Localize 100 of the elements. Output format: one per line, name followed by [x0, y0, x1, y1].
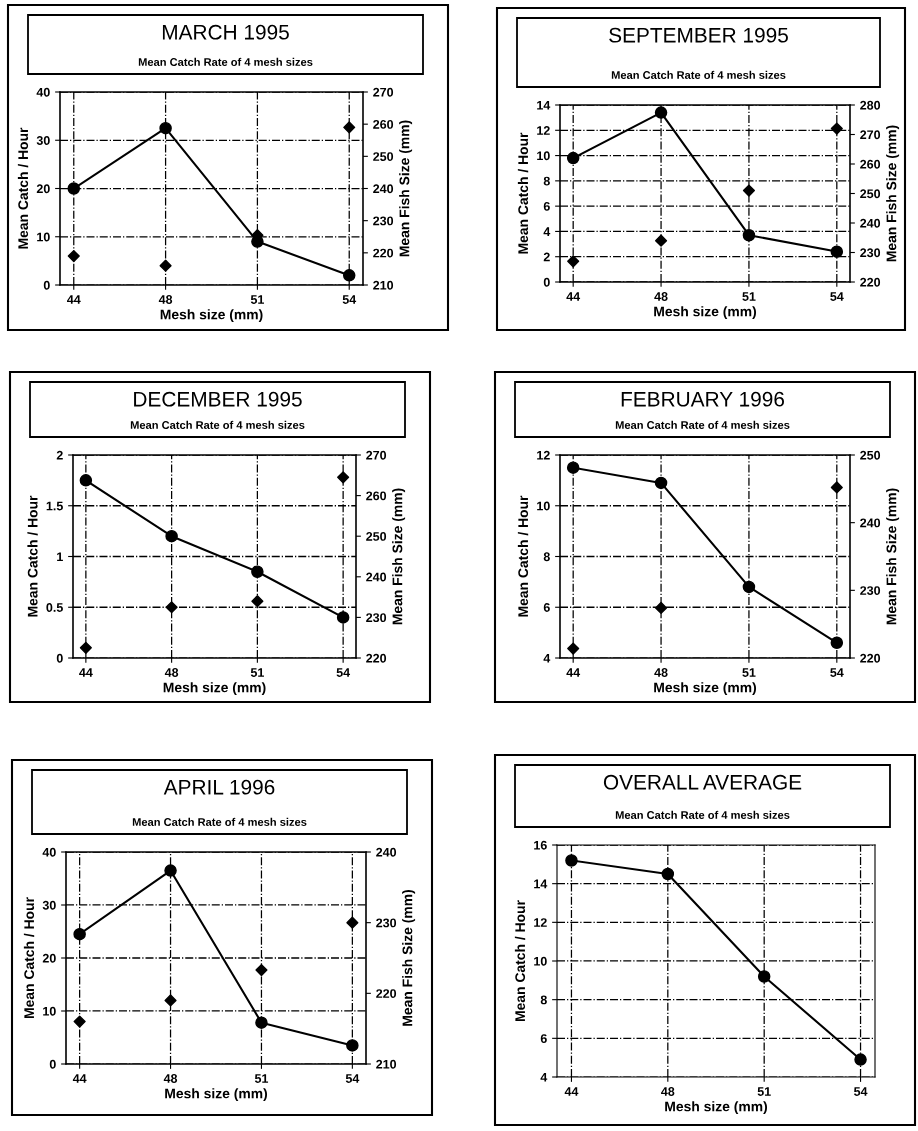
point — [73, 1015, 86, 1028]
y2-tick-label: 230 — [860, 248, 881, 258]
y-tick-label: 8 — [543, 552, 550, 562]
y2-tick-label: 230 — [366, 613, 387, 623]
chart-subtitle: Mean Catch Rate of 4 mesh sizes — [132, 817, 307, 826]
point — [79, 641, 92, 654]
point — [67, 249, 80, 263]
point — [346, 916, 359, 929]
y2-tick-label: 220 — [366, 653, 387, 663]
x-tick-label: 48 — [158, 295, 173, 304]
y2-tick-label: 250 — [860, 450, 881, 460]
y-tick-label: 12 — [534, 918, 547, 927]
point — [255, 963, 268, 977]
point — [654, 601, 668, 615]
x-tick-label: 44 — [564, 1087, 579, 1096]
y2-tick-label: 270 — [860, 130, 881, 140]
point — [159, 121, 172, 135]
point — [165, 601, 178, 614]
y-tick-label: 4 — [543, 653, 551, 663]
y-tick-label: 40 — [42, 847, 56, 857]
y2-tick-label: 220 — [860, 653, 881, 663]
y-axis-title: Mean Catch / Hour — [517, 495, 529, 617]
y-axis-title: Mean Catch / Hour — [514, 900, 526, 1022]
y-tick-label: 16 — [534, 840, 547, 850]
point — [251, 565, 264, 578]
point — [566, 461, 580, 474]
chart-title: APRIL 1996 — [163, 779, 275, 795]
x-tick-label: 54 — [336, 668, 351, 677]
y-tick-label: 14 — [537, 100, 551, 110]
x-tick-label: 51 — [742, 668, 756, 677]
point — [343, 121, 356, 134]
y2-tick-label: 270 — [366, 450, 387, 460]
point — [67, 182, 81, 195]
y-tick-label: 10 — [37, 232, 50, 242]
y2-tick-label: 210 — [373, 280, 394, 290]
y-tick-label: 0 — [543, 277, 550, 287]
point — [742, 184, 756, 197]
point — [79, 474, 93, 487]
point — [854, 1053, 867, 1066]
x-tick-label: 44 — [79, 668, 93, 677]
y-tick-label: 10 — [537, 151, 550, 161]
point — [251, 595, 264, 608]
y-tick-label: 10 — [537, 501, 550, 511]
x-tick-label: 51 — [757, 1087, 771, 1096]
y-tick-label: 0 — [56, 653, 63, 663]
y2-axis-title: Mean Fish Size (mm) — [886, 125, 900, 262]
y2-tick-label: 230 — [373, 216, 394, 226]
point — [567, 255, 580, 268]
point — [346, 1039, 359, 1052]
x-tick-label: 48 — [654, 668, 668, 677]
y2-tick-label: 210 — [376, 1059, 397, 1069]
x-tick-label: 51 — [250, 295, 265, 304]
point — [565, 854, 578, 867]
chart-subtitle: Mean Catch Rate of 4 mesh sizes — [615, 420, 790, 429]
y-tick-label: 30 — [42, 900, 56, 910]
chart-title: MARCH 1995 — [162, 24, 289, 40]
y2-tick-label: 260 — [366, 491, 387, 501]
x-tick-label: 44 — [67, 295, 81, 304]
point — [661, 867, 675, 881]
point — [164, 864, 177, 877]
y-tick-label: 6 — [543, 603, 550, 612]
point — [830, 245, 844, 258]
point — [654, 476, 668, 490]
x-axis-title: Mesh size (mm) — [160, 309, 263, 323]
point — [159, 259, 172, 272]
chart-subtitle: Mean Catch Rate of 4 mesh sizes — [615, 810, 790, 819]
point — [255, 1016, 268, 1029]
y-tick-label: 12 — [537, 450, 550, 460]
y-tick-label: 0.5 — [46, 603, 63, 612]
point — [567, 642, 580, 655]
y-tick-label: 2 — [56, 450, 63, 460]
y2-tick-label: 240 — [860, 218, 881, 228]
y2-axis-title: Mean Fish Size (mm) — [399, 120, 413, 257]
y2-tick-label: 260 — [373, 119, 394, 129]
y-axis-title: Mean Catch / Hour — [517, 132, 529, 254]
point — [165, 529, 178, 543]
y2-tick-label: 240 — [373, 184, 394, 194]
x-tick-label: 44 — [566, 668, 581, 677]
y-tick-label: 1.5 — [46, 501, 63, 511]
y2-tick-label: 270 — [373, 87, 394, 97]
y-tick-label: 10 — [534, 956, 547, 966]
x-axis-title: Mesh size (mm) — [165, 1088, 268, 1102]
point — [830, 636, 844, 650]
y2-tick-label: 280 — [860, 100, 881, 110]
y-tick-label: 0 — [49, 1059, 56, 1069]
y-tick-label: 40 — [36, 87, 50, 97]
x-axis-title: Mesh size (mm) — [654, 682, 757, 696]
y-tick-label: 12 — [537, 126, 550, 135]
chart-subtitle: Mean Catch Rate of 4 mesh sizes — [138, 57, 313, 66]
point — [73, 927, 86, 941]
y-axis-title: Mean Catch / Hour — [17, 127, 29, 249]
y-tick-label: 30 — [36, 136, 50, 145]
x-tick-label: 48 — [164, 668, 179, 677]
y2-axis-title: Mean Fish Size (mm) — [402, 890, 416, 1026]
x-tick-label: 51 — [250, 668, 264, 677]
y-tick-label: 20 — [36, 184, 50, 194]
y-tick-label: 8 — [543, 176, 550, 186]
x-tick-label: 54 — [345, 1074, 360, 1083]
x-axis-title: Mesh size (mm) — [654, 306, 757, 320]
y-tick-label: 4 — [540, 1072, 548, 1082]
